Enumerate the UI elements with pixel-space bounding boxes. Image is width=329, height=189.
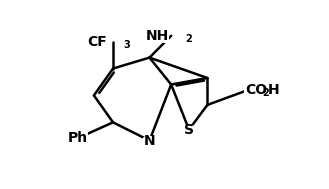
Text: Ph: Ph	[67, 131, 88, 145]
Text: N: N	[144, 134, 155, 148]
Text: S: S	[184, 123, 194, 137]
Text: 2: 2	[263, 88, 269, 98]
Text: 3: 3	[123, 40, 130, 50]
Text: H: H	[267, 83, 279, 97]
Text: CF: CF	[87, 35, 107, 49]
Text: 2: 2	[185, 34, 192, 44]
Circle shape	[142, 136, 157, 145]
Circle shape	[182, 125, 196, 134]
Text: NH: NH	[145, 29, 169, 43]
Text: CO: CO	[245, 83, 267, 97]
